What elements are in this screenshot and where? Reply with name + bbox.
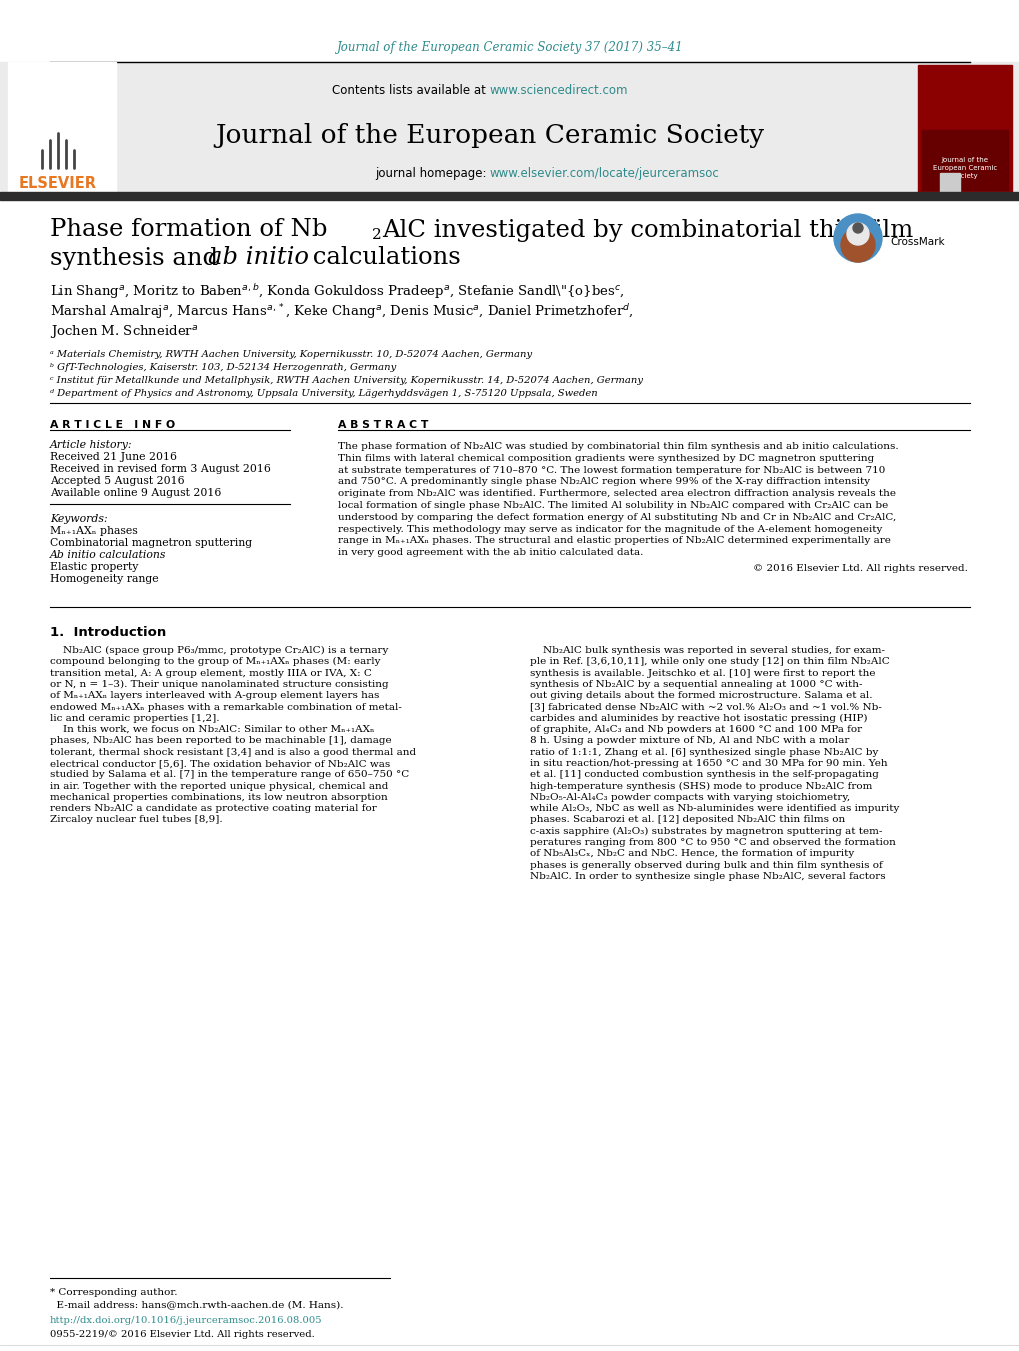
Text: ᵈ Department of Physics and Astronomy, Uppsala University, Lägerhyddsvägen 1, S-: ᵈ Department of Physics and Astronomy, U…: [50, 389, 597, 399]
Bar: [940, 173, 959, 193]
Text: 0955-2219/© 2016 Elsevier Ltd. All rights reserved.: 0955-2219/© 2016 Elsevier Ltd. All right…: [50, 1329, 315, 1339]
Text: 2: 2: [372, 228, 381, 242]
Text: The phase formation of Nb₂AlC was studied by combinatorial thin film synthesis a: The phase formation of Nb₂AlC was studie…: [337, 442, 898, 451]
Circle shape: [841, 228, 874, 262]
Text: at substrate temperatures of 710–870 °C. The lowest formation temperature for Nb: at substrate temperatures of 710–870 °C.…: [337, 466, 884, 474]
Text: AlC investigated by combinatorial thin film: AlC investigated by combinatorial thin f…: [382, 219, 912, 242]
Text: or N, n = 1–3). Their unique nanolaminated structure consisting: or N, n = 1–3). Their unique nanolaminat…: [50, 680, 388, 689]
Text: ELSEVIER: ELSEVIER: [19, 176, 97, 190]
Text: Available online 9 August 2016: Available online 9 August 2016: [50, 488, 221, 499]
Text: Marshal Amalraj$^{a}$, Marcus Hans$^{a,*}$, Keke Chang$^{a}$, Denis Music$^{a}$,: Marshal Amalraj$^{a}$, Marcus Hans$^{a,*…: [50, 303, 633, 322]
Text: journal homepage:: journal homepage:: [374, 166, 489, 180]
Text: ᵃ Materials Chemistry, RWTH Aachen University, Kopernikusstr. 10, D-52074 Aachen: ᵃ Materials Chemistry, RWTH Aachen Unive…: [50, 350, 532, 359]
Text: Journal of the European Ceramic Society: Journal of the European Ceramic Society: [215, 123, 764, 147]
Bar: [917, 65, 1011, 193]
Text: A R T I C L E   I N F O: A R T I C L E I N F O: [50, 420, 175, 430]
Text: calculations: calculations: [305, 246, 461, 269]
Text: peratures ranging from 800 °C to 950 °C and observed the formation: peratures ranging from 800 °C to 950 °C …: [530, 838, 895, 847]
Text: of Nb₅Al₃Cₓ, Nb₂C and NbC. Hence, the formation of impurity: of Nb₅Al₃Cₓ, Nb₂C and NbC. Hence, the fo…: [530, 850, 854, 858]
Circle shape: [852, 223, 862, 232]
Text: endowed Mₙ₊₁AXₙ phases with a remarkable combination of metal-: endowed Mₙ₊₁AXₙ phases with a remarkable…: [50, 703, 401, 712]
Text: local formation of single phase Nb₂AlC. The limited Al solubility in Nb₂AlC comp: local formation of single phase Nb₂AlC. …: [337, 501, 888, 509]
Text: Zircaloy nuclear fuel tubes [8,9].: Zircaloy nuclear fuel tubes [8,9].: [50, 816, 222, 824]
Text: in very good agreement with the ab initio calculated data.: in very good agreement with the ab initi…: [337, 549, 643, 557]
Text: Received in revised form 3 August 2016: Received in revised form 3 August 2016: [50, 463, 271, 474]
Bar: [0, 62, 1019, 193]
Bar: [0, 192, 1019, 200]
Text: Jochen M. Schneider$^{a}$: Jochen M. Schneider$^{a}$: [50, 323, 199, 340]
Text: tolerant, thermal shock resistant [3,4] and is also a good thermal and: tolerant, thermal shock resistant [3,4] …: [50, 747, 416, 757]
Text: Nb₂AlC bulk synthesis was reported in several studies, for exam-: Nb₂AlC bulk synthesis was reported in se…: [530, 646, 884, 655]
Text: studied by Salama et al. [7] in the temperature range of 650–750 °C: studied by Salama et al. [7] in the temp…: [50, 770, 409, 780]
Text: synthesis is available. Jeitschko et al. [10] were first to report the: synthesis is available. Jeitschko et al.…: [530, 669, 874, 678]
Text: 1.  Introduction: 1. Introduction: [50, 626, 166, 639]
Text: Accepted 5 August 2016: Accepted 5 August 2016: [50, 476, 184, 486]
Text: Ab initio calculations: Ab initio calculations: [50, 550, 166, 561]
Text: A B S T R A C T: A B S T R A C T: [337, 420, 428, 430]
Circle shape: [846, 223, 868, 245]
Text: E-mail address: hans@mch.rwth-aachen.de (M. Hans).: E-mail address: hans@mch.rwth-aachen.de …: [50, 1300, 343, 1309]
Text: Lin Shang$^{a}$, Moritz to Baben$^{a,b}$, Konda Gokuldoss Pradeep$^{a}$, Stefani: Lin Shang$^{a}$, Moritz to Baben$^{a,b}$…: [50, 282, 625, 301]
Text: Homogeneity range: Homogeneity range: [50, 574, 159, 584]
Text: www.elsevier.com/locate/jeurceramsoc: www.elsevier.com/locate/jeurceramsoc: [489, 166, 719, 180]
Text: http://dx.doi.org/10.1016/j.jeurceramsoc.2016.08.005: http://dx.doi.org/10.1016/j.jeurceramsoc…: [50, 1316, 322, 1325]
Text: ratio of 1:1:1, Zhang et al. [6] synthesized single phase Nb₂AlC by: ratio of 1:1:1, Zhang et al. [6] synthes…: [530, 747, 877, 757]
Text: phases, Nb₂AlC has been reported to be machinable [1], damage: phases, Nb₂AlC has been reported to be m…: [50, 736, 391, 746]
Text: www.sciencedirect.com: www.sciencedirect.com: [489, 84, 628, 96]
Text: phases. Scabarozi et al. [12] deposited Nb₂AlC thin films on: phases. Scabarozi et al. [12] deposited …: [530, 816, 845, 824]
Text: originate from Nb₂AlC was identified. Furthermore, selected area electron diffra: originate from Nb₂AlC was identified. Fu…: [337, 489, 895, 499]
Text: [3] fabricated dense Nb₂AlC with ~2 vol.% Al₂O₃ and ~1 vol.% Nb-: [3] fabricated dense Nb₂AlC with ~2 vol.…: [530, 703, 881, 712]
Text: Combinatorial magnetron sputtering: Combinatorial magnetron sputtering: [50, 538, 252, 549]
Text: respectively. This methodology may serve as indicator for the magnitude of the A: respectively. This methodology may serve…: [337, 524, 881, 534]
Bar: [921, 130, 1007, 190]
Text: * Corresponding author.: * Corresponding author.: [50, 1288, 177, 1297]
Text: ᶜ Institut für Metallkunde und Metallphysik, RWTH Aachen University, Kopernikuss: ᶜ Institut für Metallkunde und Metallphy…: [50, 376, 642, 385]
Text: of Mₙ₊₁AXₙ layers interleaved with A-group element layers has: of Mₙ₊₁AXₙ layers interleaved with A-gro…: [50, 692, 379, 700]
Text: synthesis of Nb₂AlC by a sequential annealing at 1000 °C with-: synthesis of Nb₂AlC by a sequential anne…: [530, 680, 862, 689]
Text: Phase formation of Nb: Phase formation of Nb: [50, 219, 327, 242]
Text: in air. Together with the reported unique physical, chemical and: in air. Together with the reported uniqu…: [50, 782, 388, 790]
Text: phases is generally observed during bulk and thin film synthesis of: phases is generally observed during bulk…: [530, 861, 881, 870]
Text: ple in Ref. [3,6,10,11], while only one study [12] on thin film Nb₂AlC: ple in Ref. [3,6,10,11], while only one …: [530, 658, 889, 666]
Text: electrical conductor [5,6]. The oxidation behavior of Nb₂AlC was: electrical conductor [5,6]. The oxidatio…: [50, 759, 390, 767]
Text: Nb₂AlC (space group P6₃/mmc, prototype Cr₂AlC) is a ternary: Nb₂AlC (space group P6₃/mmc, prototype C…: [50, 646, 388, 655]
Text: Journal of the
European Ceramic
Society: Journal of the European Ceramic Society: [932, 157, 997, 178]
Text: In this work, we focus on Nb₂AlC: Similar to other Mₙ₊₁AXₙ: In this work, we focus on Nb₂AlC: Simila…: [50, 725, 374, 734]
Text: and 750°C. A predominantly single phase Nb₂AlC region where 99% of the X-ray dif: and 750°C. A predominantly single phase …: [337, 477, 869, 486]
Text: Contents lists available at: Contents lists available at: [332, 84, 489, 96]
Circle shape: [834, 213, 881, 262]
Text: Keywords:: Keywords:: [50, 513, 108, 524]
Text: Received 21 June 2016: Received 21 June 2016: [50, 453, 177, 462]
Text: ab initio: ab initio: [208, 246, 309, 269]
Text: mechanical properties combinations, its low neutron absorption: mechanical properties combinations, its …: [50, 793, 387, 802]
Text: transition metal, A: A group element, mostly IIIA or IVA, X: C: transition metal, A: A group element, mo…: [50, 669, 372, 678]
Text: 8 h. Using a powder mixture of Nb, Al and NbC with a molar: 8 h. Using a powder mixture of Nb, Al an…: [530, 736, 849, 746]
Text: synthesis and: synthesis and: [50, 246, 225, 269]
Text: high-temperature synthesis (SHS) mode to produce Nb₂AlC from: high-temperature synthesis (SHS) mode to…: [530, 782, 871, 790]
Text: Article history:: Article history:: [50, 440, 132, 450]
Text: lic and ceramic properties [1,2].: lic and ceramic properties [1,2].: [50, 713, 219, 723]
Text: Nb₂AlC. In order to synthesize single phase Nb₂AlC, several factors: Nb₂AlC. In order to synthesize single ph…: [530, 871, 884, 881]
Text: of graphite, Al₄C₃ and Nb powders at 1600 °C and 100 MPa for: of graphite, Al₄C₃ and Nb powders at 160…: [530, 725, 861, 734]
Text: Elastic property: Elastic property: [50, 562, 139, 571]
Text: in situ reaction/hot-pressing at 1650 °C and 30 MPa for 90 min. Yeh: in situ reaction/hot-pressing at 1650 °C…: [530, 759, 887, 767]
Text: Mₙ₊₁AXₙ phases: Mₙ₊₁AXₙ phases: [50, 526, 138, 536]
Text: Journal of the European Ceramic Society 37 (2017) 35–41: Journal of the European Ceramic Society …: [336, 42, 683, 54]
Bar: [8, 62, 116, 193]
Text: CrossMark: CrossMark: [890, 236, 944, 247]
Text: © 2016 Elsevier Ltd. All rights reserved.: © 2016 Elsevier Ltd. All rights reserved…: [752, 563, 967, 573]
Text: ᵇ GfT-Technologies, Kaiserstr. 103, D-52134 Herzogenrath, Germany: ᵇ GfT-Technologies, Kaiserstr. 103, D-52…: [50, 363, 395, 372]
Text: renders Nb₂AlC a candidate as protective coating material for: renders Nb₂AlC a candidate as protective…: [50, 804, 376, 813]
Text: range in Mₙ₊₁AXₙ phases. The structural and elastic properties of Nb₂AlC determi: range in Mₙ₊₁AXₙ phases. The structural …: [337, 536, 890, 546]
Text: out giving details about the formed microstructure. Salama et al.: out giving details about the formed micr…: [530, 692, 871, 700]
Text: carbides and aluminides by reactive hot isostatic pressing (HIP): carbides and aluminides by reactive hot …: [530, 713, 866, 723]
Text: Thin films with lateral chemical composition gradients were synthesized by DC ma: Thin films with lateral chemical composi…: [337, 454, 873, 463]
Text: compound belonging to the group of Mₙ₊₁AXₙ phases (M: early: compound belonging to the group of Mₙ₊₁A…: [50, 658, 380, 666]
Text: understood by comparing the defect formation energy of Al substituting Nb and Cr: understood by comparing the defect forma…: [337, 513, 896, 521]
Text: c-axis sapphire (Al₂O₃) substrates by magnetron sputtering at tem-: c-axis sapphire (Al₂O₃) substrates by ma…: [530, 827, 881, 836]
Text: et al. [11] conducted combustion synthesis in the self-propagating: et al. [11] conducted combustion synthes…: [530, 770, 878, 780]
Text: while Al₂O₃, NbC as well as Nb-aluminides were identified as impurity: while Al₂O₃, NbC as well as Nb-aluminide…: [530, 804, 899, 813]
Text: Nb₂O₅-Al-Al₄C₃ powder compacts with varying stoichiometry,: Nb₂O₅-Al-Al₄C₃ powder compacts with vary…: [530, 793, 849, 802]
